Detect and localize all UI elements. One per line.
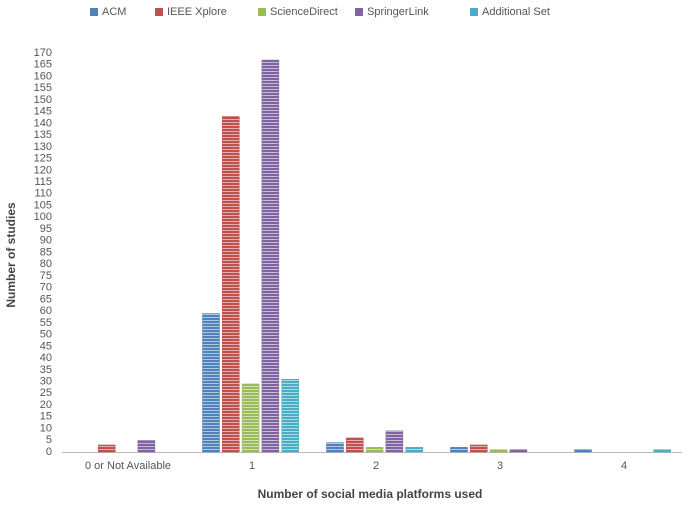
x-tick-label: 0 or Not Available <box>85 460 171 472</box>
bar <box>385 430 404 453</box>
bar <box>326 442 344 453</box>
y-tick-label: 15 <box>40 411 52 423</box>
y-tick-label: 40 <box>40 352 52 364</box>
y-tick-label: 25 <box>40 387 52 399</box>
legend-swatch <box>470 8 478 16</box>
bar <box>405 447 423 453</box>
y-tick-label: 0 <box>46 446 52 458</box>
y-tick-label: 100 <box>34 211 52 223</box>
y-tick-label: 90 <box>40 235 52 247</box>
y-tick-label: 45 <box>40 340 52 352</box>
y-tick-label: 55 <box>40 317 52 329</box>
y-tick-label: 95 <box>40 223 52 235</box>
y-tick-label: 75 <box>40 270 52 282</box>
x-tick-label: 3 <box>497 460 503 472</box>
y-tick-label: 5 <box>46 434 52 446</box>
legend-label: ScienceDirect <box>270 6 338 18</box>
bar <box>241 383 260 453</box>
bar <box>346 437 364 453</box>
y-tick-label: 35 <box>40 364 52 376</box>
y-tick-label: 10 <box>40 422 52 434</box>
y-tick-label: 150 <box>34 94 52 106</box>
legend-label: IEEE Xplore <box>167 6 227 18</box>
y-tick-label: 140 <box>34 117 52 129</box>
y-tick-label: 105 <box>34 199 52 211</box>
y-tick-label: 145 <box>34 106 52 118</box>
bar <box>365 447 384 453</box>
bar <box>281 378 299 453</box>
legend-label: SpringerLink <box>367 6 429 18</box>
x-tick-label: 4 <box>621 460 627 472</box>
y-tick-label: 160 <box>34 70 52 82</box>
bar <box>261 59 280 453</box>
legend-swatch <box>258 8 266 16</box>
y-tick-label: 135 <box>34 129 52 141</box>
y-tick-label: 125 <box>34 153 52 165</box>
y-tick-label: 60 <box>40 305 52 317</box>
y-tick-label: 85 <box>40 246 52 258</box>
y-tick-label: 30 <box>40 375 52 387</box>
y-tick-label: 20 <box>40 399 52 411</box>
y-tick-label: 80 <box>40 258 52 270</box>
x-tick-label: 2 <box>373 460 379 472</box>
bar <box>489 449 508 453</box>
legend-swatch <box>355 8 363 16</box>
x-axis-title: Number of social media platforms used <box>258 487 483 501</box>
y-tick-label: 165 <box>34 59 52 71</box>
bar <box>653 449 671 453</box>
legend-swatch <box>155 8 163 16</box>
bar <box>202 313 220 453</box>
bar <box>137 440 156 453</box>
y-tick-label: 170 <box>34 47 52 59</box>
legend-label: Additional Set <box>482 6 550 18</box>
y-tick-label: 110 <box>34 188 52 200</box>
bar <box>98 444 116 453</box>
y-tick-label: 155 <box>34 82 52 94</box>
y-tick-label: 70 <box>40 282 52 294</box>
y-tick-label: 120 <box>34 164 52 176</box>
bar <box>574 449 592 453</box>
legend-label: ACM <box>102 6 126 18</box>
x-tick-label: 1 <box>249 460 255 472</box>
bar <box>509 449 528 453</box>
bar <box>222 116 240 453</box>
y-axis-title: Number of studies <box>4 202 18 308</box>
y-tick-label: 50 <box>40 329 52 341</box>
y-tick-label: 130 <box>34 141 52 153</box>
y-tick-label: 115 <box>34 176 52 188</box>
legend-swatch <box>90 8 98 16</box>
bar <box>450 447 468 453</box>
y-tick-label: 65 <box>40 293 52 305</box>
bar <box>470 444 488 453</box>
